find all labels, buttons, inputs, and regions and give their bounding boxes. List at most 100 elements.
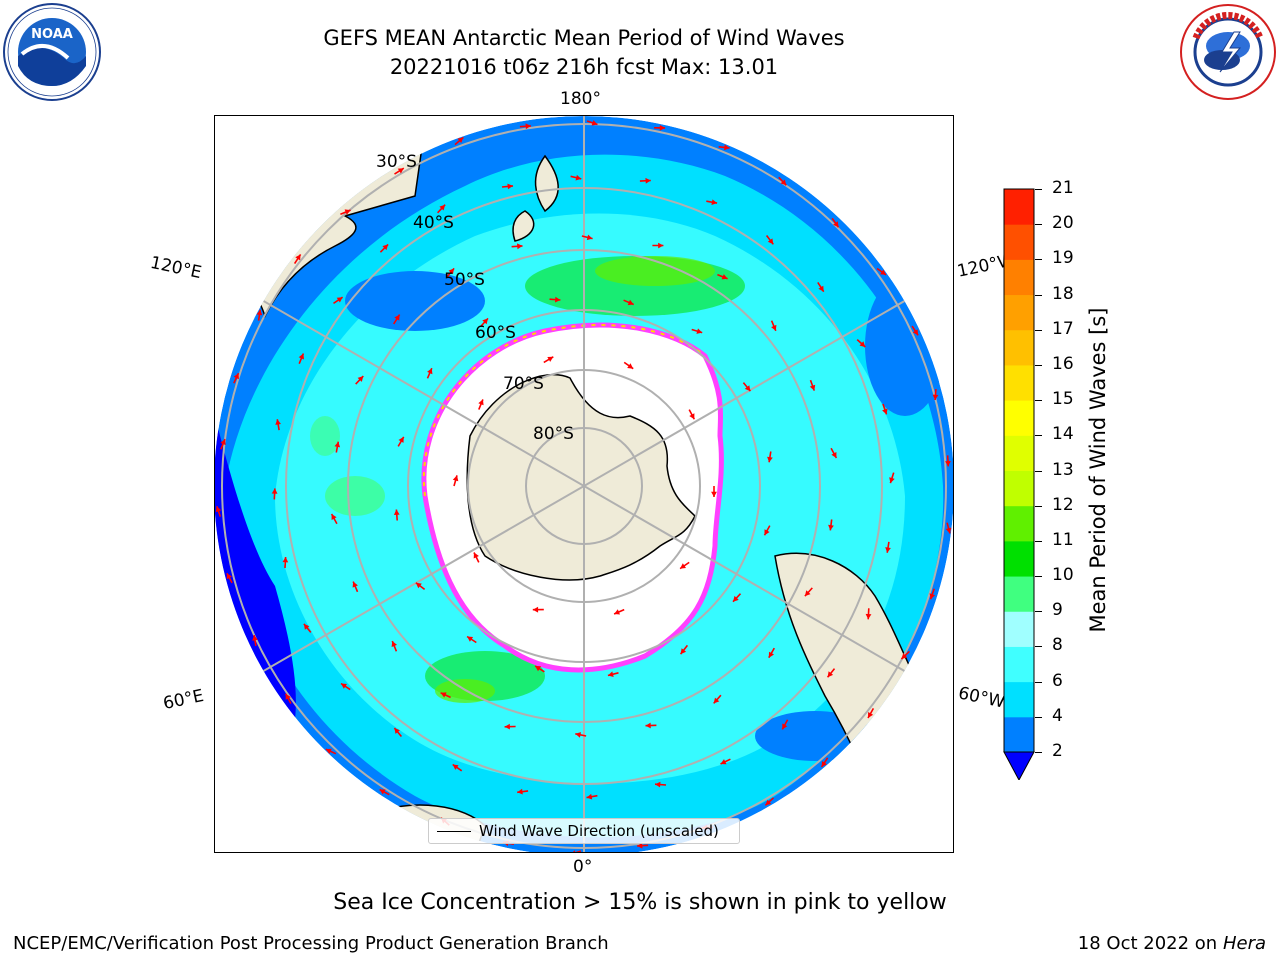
wave-arrow [570,850,582,852]
wave-arrow-head [393,509,400,515]
wave-arrow-head [394,314,400,321]
map-title: GEFS MEAN Antarctic Mean Period of Wind … [323,26,845,50]
colorbar-cell [1004,224,1034,260]
colorbar-cell [1004,189,1034,225]
wave-arrow-head [275,419,281,425]
wave-arrow-head [473,552,479,559]
colorbar [1003,188,1035,780]
colorbar-tick [1035,576,1042,578]
wave-arrow-head [271,488,278,494]
wave-arrow-head [220,439,226,446]
map-legend: Wind Wave Direction (unscaled) [428,818,740,844]
wave-arrow-head [391,641,397,647]
wave-arrow-head [256,309,263,316]
colorbar-tick-label: 6 [1052,670,1063,691]
colorbar-tick [1035,400,1042,402]
wave-arrow-head [868,712,874,718]
colorbar-tick-label: 2 [1052,741,1063,761]
wave-arrow-head [658,242,664,249]
colorbar-cell [1004,540,1034,577]
wave-arrow-head [467,636,474,642]
wave-arrow-head [382,244,389,251]
colorbar-cell [1004,329,1034,366]
map-panel [214,115,954,853]
wave-arrow-head [282,557,289,563]
wave-arrow-head [809,384,816,391]
polar-map [215,116,953,852]
colorbar-tick-label: 12 [1052,494,1074,515]
wave-arrow-head [457,137,464,143]
wave-arrow-head [252,635,258,641]
colorbar-cell [1004,681,1034,718]
wave-arrow-head [575,732,581,738]
colorbar-tick [1035,364,1042,366]
wave-arrow-head [680,648,687,655]
colorbar-tick [1035,681,1042,683]
lon-label-120e: 120°E [148,252,204,284]
colorbar-cell [1004,470,1034,507]
footer-date: 18 Oct 2022 on Hera [1078,933,1266,954]
colorbar-cell [1004,646,1034,683]
wave-arrow-head [865,613,872,620]
wave-arrow-head [932,394,939,400]
colorbar-tick-label: 11 [1052,529,1074,550]
wave-arrow-head [720,759,727,765]
wave-arrow-head [901,653,908,659]
wave-arrow-head [285,693,291,700]
wave-arrow-head [945,461,951,467]
wave-arrow-head [804,590,811,597]
wave-arrow-head [724,144,730,151]
lon-label-180: 180° [560,89,601,109]
wave-arrow-head [885,547,891,553]
wave-arrow-head [233,373,239,380]
colorbar-cell [1004,259,1034,296]
wave-arrow-head [341,683,347,689]
wave-arrow-head [780,179,787,186]
colorbar-tick-label: 18 [1052,283,1074,304]
wave-arrow-head [689,413,695,420]
wave-arrow-head [398,436,404,443]
wave-arrow-head [645,177,651,184]
wave-arrow-head [744,385,751,392]
wave-arrow-head [325,748,332,754]
colorbar-tick-label: 21 [1052,178,1074,198]
map-subtitle-forecast: 20221016 t06z 216h fcst Max: 13.01 [389,55,779,79]
wave-arrow-head [397,168,404,174]
wave-arrow-head [575,174,582,181]
wave-arrow-head [696,328,703,334]
wave-arrow-head [627,363,634,369]
wave-arrow-head [591,120,598,126]
wave-arrow-head [478,399,484,406]
wave-arrow-head [226,573,232,580]
wave-arrow-head [880,269,886,275]
colorbar-cell [1004,505,1034,542]
wave-arrow-head [680,563,686,569]
wave-arrow-head [637,842,643,849]
wave-arrow-head [659,125,666,131]
lat-label-50s: 50°S [444,270,485,290]
colorbar-cell [1004,364,1034,401]
colorbar-tick [1035,470,1042,472]
wave-arrow-head [448,268,455,275]
colorbar-tick [1035,611,1042,613]
noaa-logo: NOAA [2,2,102,102]
colorbar-cell [1004,611,1034,647]
footer-credit: NCEP/EMC/Verification Post Processing Pr… [13,933,609,954]
wave-arrow-head [482,318,488,325]
wave-arrow-head [821,761,827,767]
wave-arrow-head [352,581,358,588]
wave-arrow-head [767,456,773,463]
colorbar-tick [1035,716,1042,718]
footer-date-text: 18 Oct 2022 on [1077,933,1218,954]
wave-arrow-head [627,299,634,306]
wave-period-field [215,116,953,852]
wave-arrow-head [859,341,866,347]
sea-ice-note: Sea Ice Concentration > 15% is shown in … [333,890,947,915]
colorbar-cell [1004,716,1034,753]
wave-arrow-head [298,353,304,360]
colorbar-tick [1035,259,1042,261]
wave-direction-arrows [215,120,952,852]
wave-arrow-head [507,183,513,190]
colorbar-tick [1035,294,1042,296]
lat-label-80s: 80°S [533,424,574,444]
